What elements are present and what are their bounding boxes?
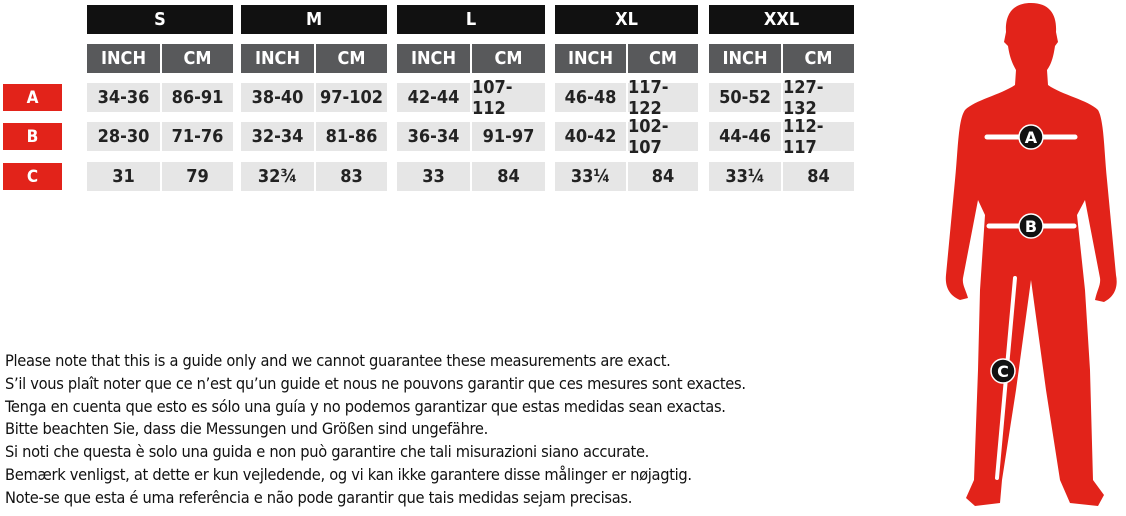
table-cell-cm: 102-107: [628, 116, 698, 158]
marker-circle-c: [990, 358, 1016, 384]
table-cell-inch: 33¼: [555, 162, 626, 191]
table-cell-cm: 84: [783, 162, 854, 191]
table-cell-inch: 32-34: [241, 122, 314, 151]
table-cell-inch: 42-44: [397, 83, 470, 112]
size-header-l: L: [397, 5, 545, 34]
table-cell-inch: 44-46: [709, 122, 781, 151]
disclaimer-notes: Please note that this is a guide only an…: [5, 350, 746, 510]
table-cell-cm: 79: [162, 162, 233, 191]
note-line: Tenga en cuenta que esto es sólo una guí…: [5, 396, 726, 416]
table-cell-cm: 86-91: [162, 83, 233, 112]
note-line: Please note that this is a guide only an…: [5, 351, 671, 370]
note-line: Bemærk venligst, at dette er kun vejlede…: [5, 464, 692, 484]
size-header-m: M: [241, 5, 387, 34]
table-cell-cm: 97-102: [316, 83, 387, 112]
marker-label-a: A: [1025, 128, 1038, 147]
table-cell-cm: 91-97: [472, 122, 545, 151]
note-line: Note-se que esta é uma referência e não …: [5, 487, 633, 507]
unit-header-inch: INCH: [709, 44, 781, 73]
table-cell-inch: 31: [87, 162, 160, 191]
unit-header-cm: CM: [316, 44, 387, 73]
table-cell-inch: 33: [397, 162, 470, 191]
row-label-c: C: [3, 163, 62, 190]
table-cell-cm: 71-76: [162, 122, 233, 151]
unit-header-cm: CM: [162, 44, 233, 73]
table-cell-inch: 50-52: [709, 83, 781, 112]
table-cell-cm: 117-122: [628, 77, 698, 119]
unit-header-cm: CM: [628, 44, 698, 73]
body-measurement-figure: A B C: [945, 3, 1117, 506]
table-cell-inch: 40-42: [555, 122, 626, 151]
unit-header-inch: INCH: [555, 44, 626, 73]
body-silhouette: [945, 3, 1117, 506]
unit-header-inch: INCH: [87, 44, 160, 73]
marker-label-b: B: [1025, 217, 1037, 236]
row-label-b: B: [3, 123, 62, 150]
table-cell-inch: 36-34: [397, 122, 470, 151]
table-cell-inch: 32¾: [241, 162, 314, 191]
marker-circle-a: [1018, 124, 1044, 150]
note-line: S’il vous plaît noter que ce n’est qu’un…: [5, 373, 746, 393]
table-cell-cm: 84: [472, 162, 545, 191]
unit-header-inch: INCH: [241, 44, 314, 73]
size-header-xl: XL: [555, 5, 698, 34]
table-cell-inch: 28-30: [87, 122, 160, 151]
table-cell-cm: 83: [316, 162, 387, 191]
table-cell-inch: 34-36: [87, 83, 160, 112]
table-cell-inch: 38-40: [241, 83, 314, 112]
unit-header-cm: CM: [783, 44, 854, 73]
table-cell-cm: 107-112: [472, 77, 545, 119]
table-cell-inch: 46-48: [555, 83, 626, 112]
note-line: Si noti che questa è solo una guida e no…: [5, 442, 650, 462]
note-line: Bitte beachten Sie, dass die Messungen u…: [5, 419, 488, 439]
table-cell-cm: 81-86: [316, 122, 387, 151]
table-cell-cm: 112-117: [783, 116, 854, 158]
unit-header-cm: CM: [472, 44, 545, 73]
marker-label-c: C: [997, 362, 1009, 381]
row-label-a: A: [3, 84, 62, 111]
table-cell-cm: 127-132: [783, 77, 854, 119]
size-header-xxl: XXL: [709, 5, 854, 34]
table-cell-cm: 84: [628, 162, 698, 191]
marker-circle-b: [1018, 213, 1044, 239]
table-cell-inch: 33¼: [709, 162, 781, 191]
unit-header-inch: INCH: [397, 44, 470, 73]
size-header-s: S: [87, 5, 233, 34]
